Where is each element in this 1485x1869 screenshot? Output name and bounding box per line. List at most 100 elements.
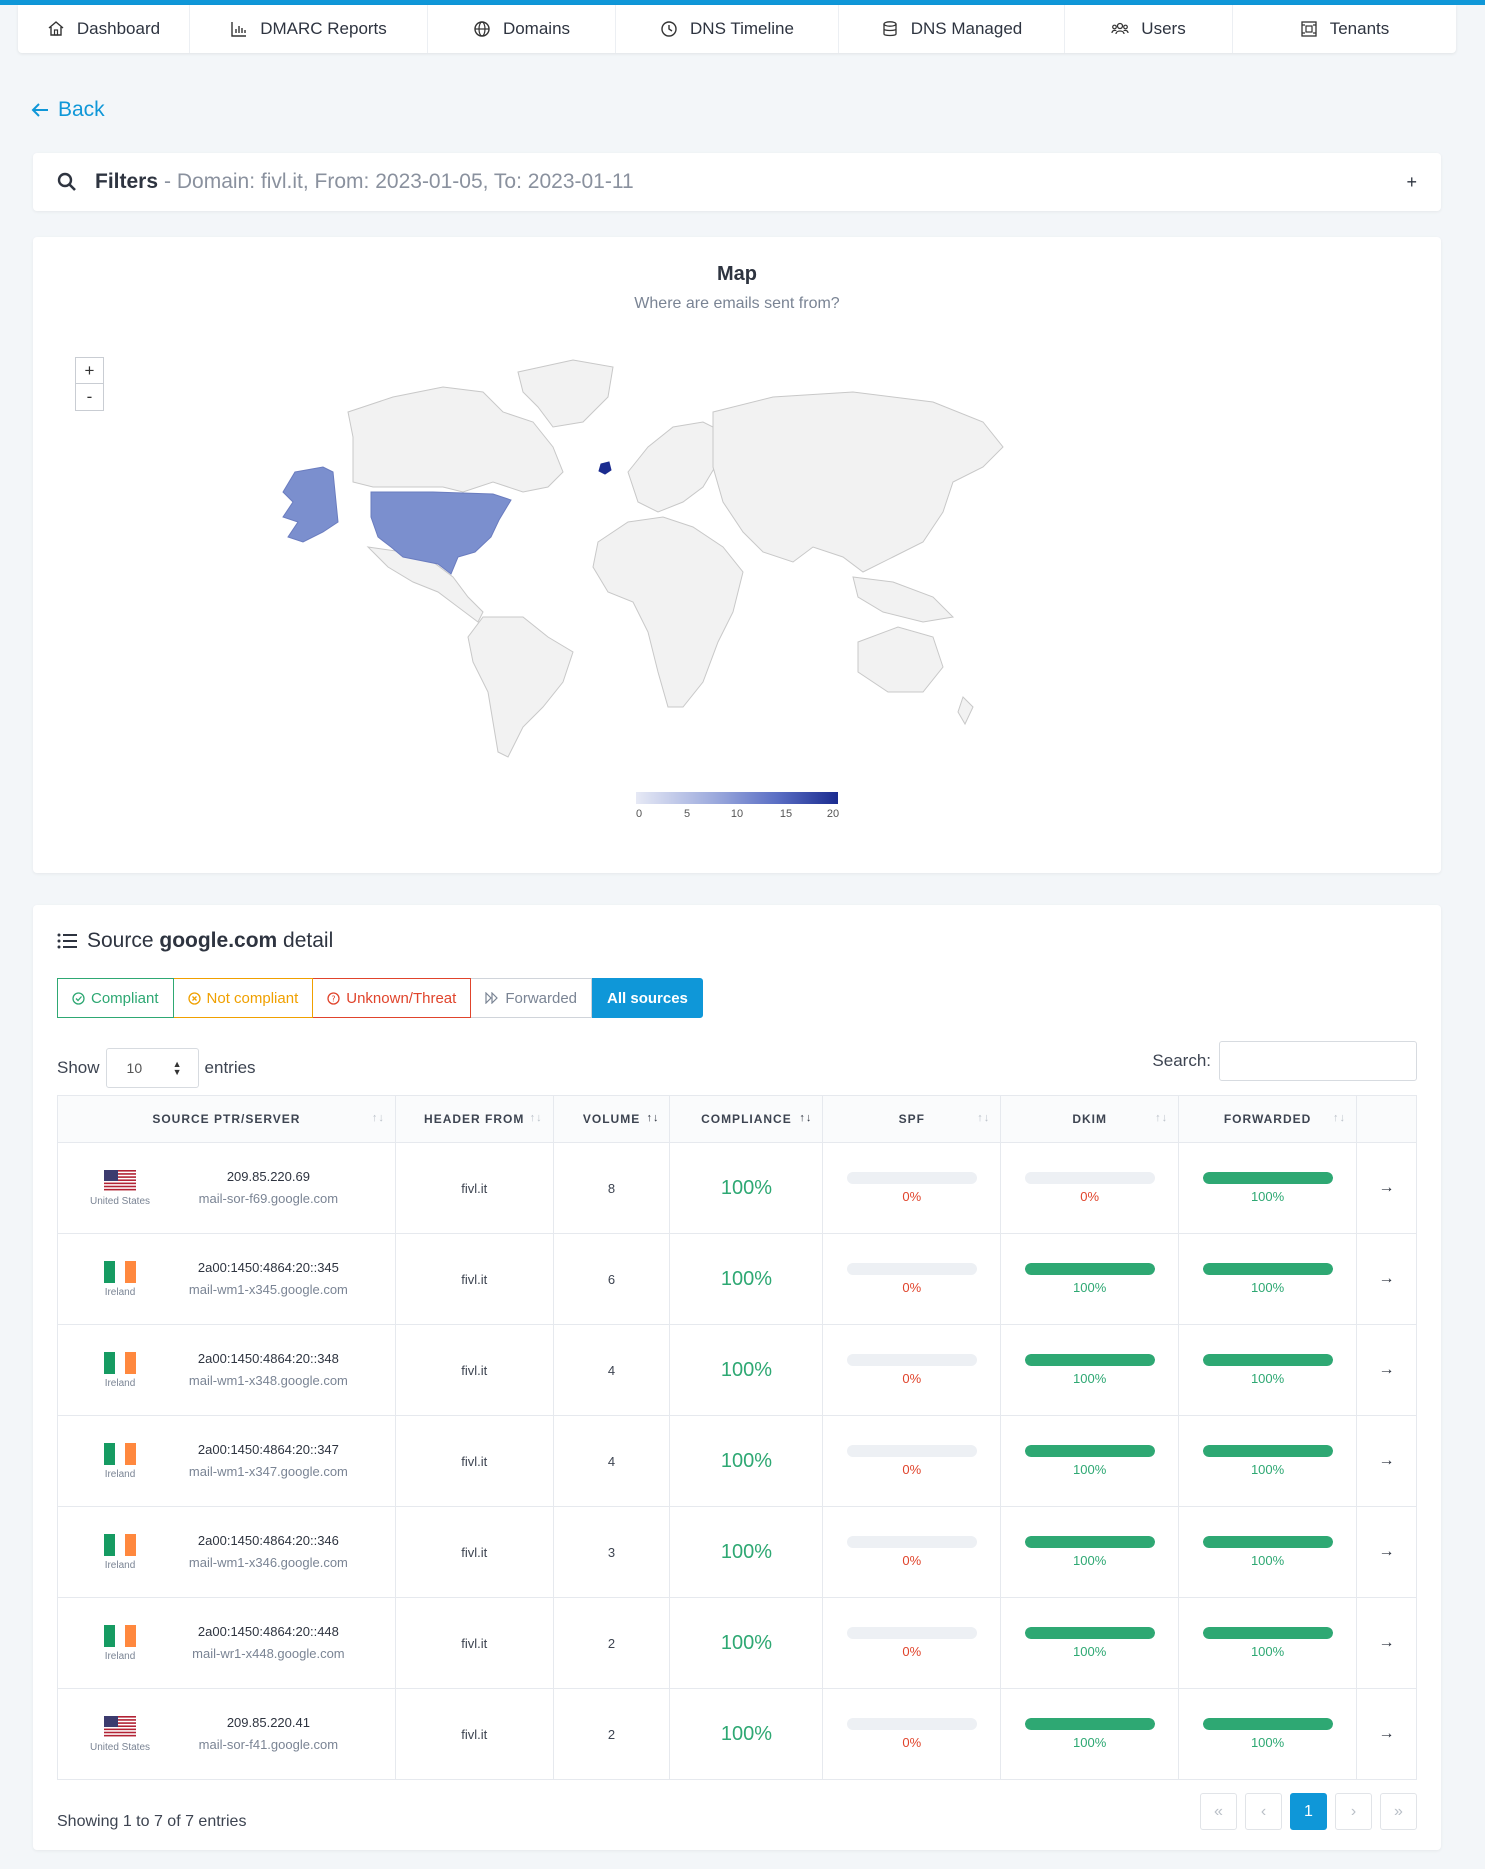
filters-toggle[interactable]: + <box>1406 171 1417 192</box>
page-size-select[interactable]: 10 ▲ ▼ <box>105 1048 199 1088</box>
page-last-button[interactable]: » <box>1380 1793 1417 1830</box>
col-header-from[interactable]: HEADER FROM ↑↓ <box>394 1095 554 1143</box>
page-prev-button[interactable]: ‹ <box>1245 1793 1282 1830</box>
table-row[interactable]: Ireland 2a00:1450:4864:20::347 mail-wm1-x3… <box>57 1415 1417 1507</box>
action-cell[interactable]: → <box>1356 1688 1417 1780</box>
compliance-cell: 100% <box>669 1506 824 1598</box>
source-ptr: mail-sor-f41.google.com <box>198 1737 339 1752</box>
nav-domains[interactable]: Domains <box>428 5 616 53</box>
col-volume[interactable]: VOLUME ↑↓ <box>552 1095 671 1143</box>
tab-label: Forwarded <box>505 989 578 1007</box>
sort-icon: ↑↓ <box>371 1112 385 1124</box>
tab-label: All sources <box>607 989 688 1007</box>
search-input[interactable] <box>1219 1041 1417 1081</box>
tab-unknown-threat[interactable]: ? Unknown/Threat <box>313 978 472 1018</box>
tab-all-sources[interactable]: All sources <box>592 978 703 1018</box>
nav-dns-managed[interactable]: DNS Managed <box>839 5 1065 53</box>
page-next-button[interactable]: › <box>1335 1793 1372 1830</box>
select-arrows-icon: ▲ ▼ <box>172 1059 182 1077</box>
sort-desc-icon: ↑↓ <box>646 1112 660 1124</box>
forwarded-percent: 100% <box>1250 1371 1285 1386</box>
legend-tick: 10 <box>730 808 744 820</box>
nav-tenants[interactable]: Tenants <box>1233 5 1456 53</box>
table-row[interactable]: Ireland 2a00:1450:4864:20::346 mail-wm1-x3… <box>57 1506 1417 1598</box>
header-from-value: fivl.it <box>461 1635 488 1651</box>
arrow-right-icon[interactable]: → <box>1378 1543 1395 1560</box>
table-row[interactable]: Ireland 2a00:1450:4864:20::345 mail-wm1-x3… <box>57 1233 1417 1325</box>
dkim-percent: 100% <box>1073 1371 1107 1386</box>
tenants-icon <box>1301 21 1317 37</box>
header-from-cell: fivl.it <box>394 1688 554 1780</box>
table-row[interactable]: Ireland 2a00:1450:4864:20::448 mail-wr1-x4… <box>57 1597 1417 1689</box>
dkim-bar <box>1024 1263 1155 1275</box>
action-cell[interactable]: → <box>1356 1415 1417 1507</box>
action-cell[interactable]: → <box>1356 1233 1417 1325</box>
action-cell[interactable]: → <box>1356 1324 1417 1416</box>
compliance-cell: 100% <box>669 1233 824 1325</box>
nav-dashboard[interactable]: Dashboard <box>18 5 190 53</box>
source-cell: Ireland 2a00:1450:4864:20::448 mail-wr1-x4… <box>57 1597 396 1689</box>
tab-forwarded[interactable]: Forwarded <box>471 978 593 1018</box>
main-nav: Dashboard DMARC Reports Domains DNS Time… <box>18 5 1456 53</box>
volume-value: 4 <box>607 1453 616 1469</box>
zoom-in-button[interactable]: + <box>75 357 104 384</box>
page-current-button[interactable]: 1 <box>1290 1793 1327 1830</box>
action-cell[interactable]: → <box>1356 1142 1417 1234</box>
compliance-value: 100% <box>720 1267 772 1290</box>
action-cell[interactable]: → <box>1356 1597 1417 1689</box>
tab-compliant[interactable]: Compliant <box>57 978 174 1018</box>
ireland-flag-icon <box>104 1260 136 1283</box>
table-header-row: SOURCE PTR/SERVER ↑↓ HEADER FROM ↑↓ VOLUME… <box>57 1095 1417 1143</box>
arrow-right-icon[interactable]: → <box>1378 1179 1395 1196</box>
spf-bar <box>846 1718 977 1730</box>
table-row[interactable]: Ireland 2a00:1450:4864:20::348 mail-wm1-x3… <box>57 1324 1417 1416</box>
legend-tick: 15 <box>779 808 793 820</box>
header-from-cell: fivl.it <box>394 1142 554 1234</box>
col-source[interactable]: SOURCE PTR/SERVER ↑↓ <box>57 1095 396 1143</box>
forwarded-cell: 100% <box>1178 1688 1358 1780</box>
forwarded-percent: 100% <box>1250 1189 1285 1204</box>
arrow-right-icon[interactable]: → <box>1378 1270 1395 1287</box>
col-forwarded[interactable]: FORWARDED ↑↓ <box>1178 1095 1358 1143</box>
zoom-out-button[interactable]: - <box>75 384 104 411</box>
spf-bar <box>846 1172 977 1184</box>
spf-percent: 0% <box>902 1280 922 1295</box>
sort-icon: ↑↓ <box>977 1112 991 1124</box>
arrow-right-icon[interactable]: → <box>1378 1725 1395 1742</box>
source-ptr: mail-wm1-x346.google.com <box>188 1555 348 1570</box>
dkim-cell: 100% <box>1000 1597 1180 1689</box>
volume-value: 4 <box>607 1362 616 1378</box>
map-ireland <box>598 461 612 475</box>
forwarded-cell: 100% <box>1178 1415 1358 1507</box>
map-south-america <box>467 616 574 758</box>
arrow-right-icon[interactable]: → <box>1378 1452 1395 1469</box>
col-compliance[interactable]: COMPLIANCE ↑↓ <box>669 1095 824 1143</box>
nav-dmarc-reports[interactable]: DMARC Reports <box>190 5 428 53</box>
nav-users[interactable]: Users <box>1065 5 1233 53</box>
arrow-right-icon[interactable]: → <box>1378 1361 1395 1378</box>
volume-value: 3 <box>607 1544 616 1560</box>
database-icon <box>883 21 897 37</box>
col-dkim[interactable]: DKIM ↑↓ <box>1000 1095 1180 1143</box>
back-link[interactable]: Back <box>30 98 105 122</box>
map-australia <box>857 626 944 693</box>
filters-panel[interactable]: Filters - Domain: fivl.it, From: 2023-01… <box>33 153 1441 211</box>
col-spf[interactable]: SPF ↑↓ <box>822 1095 1002 1143</box>
tab-not-compliant[interactable]: Not compliant <box>173 978 314 1018</box>
source-ptr: mail-wm1-x347.google.com <box>188 1464 348 1479</box>
table-row[interactable]: United States 209.85.220.41 mail-sor-f41.g… <box>57 1688 1417 1780</box>
table-row[interactable]: United States 209.85.220.69 mail-sor-f69.g… <box>57 1142 1417 1234</box>
nav-dns-timeline[interactable]: DNS Timeline <box>616 5 839 53</box>
map-new-zealand <box>957 696 974 726</box>
forwarded-bar <box>1202 1445 1333 1457</box>
arrow-right-icon[interactable]: → <box>1378 1634 1395 1651</box>
forwarded-percent: 100% <box>1250 1280 1285 1295</box>
world-map[interactable] <box>253 352 1213 772</box>
header-from-cell: fivl.it <box>394 1233 554 1325</box>
country-name: United States <box>89 1741 151 1753</box>
x-circle-icon <box>187 991 201 1005</box>
page-first-button[interactable]: « <box>1200 1793 1237 1830</box>
action-cell[interactable]: → <box>1356 1506 1417 1598</box>
source-ptr: mail-sor-f69.google.com <box>198 1191 339 1206</box>
forwarded-percent: 100% <box>1250 1462 1285 1477</box>
